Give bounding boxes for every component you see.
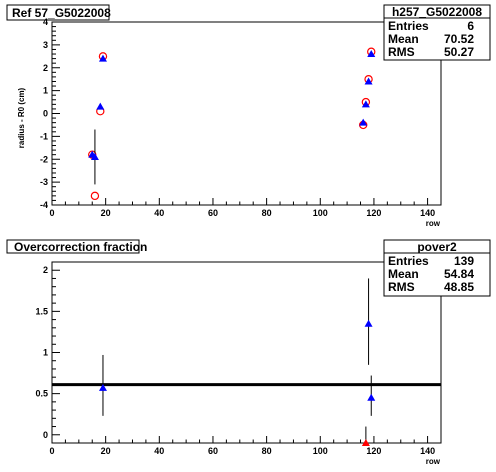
top-chart-axes: 0 20 40 60 80 100 120 140 -4 -3 -2 -1 0 1 2 3 4	[40, 17, 442, 218]
top-chart-panel: Ref 57_G5022008 radius - R0 (cm) row 0 20…	[6, 4, 491, 228]
top-x-tick-label: 40	[154, 208, 164, 218]
top-triangle-point	[96, 102, 105, 110]
top-triangle-point	[90, 152, 99, 160]
bottom-y-tick-label: 1.5	[35, 306, 48, 316]
bottom-x-tick-label: 120	[366, 446, 381, 456]
bottom-chart-marks	[52, 278, 441, 446]
top-chart-xlabel: row	[426, 219, 441, 228]
bottom-x-tick-label: 0	[49, 446, 54, 456]
top-chart-marks	[88, 47, 376, 201]
bottom-y-tick-label: 0	[43, 430, 48, 440]
bottom-y-tick-label: 2	[43, 265, 48, 275]
top-x-tick-label: 100	[313, 208, 328, 218]
bottom-x-tick-label: 100	[313, 446, 328, 456]
top-triangle-point	[367, 50, 376, 58]
bottom-chart-title-box: Overcorrection fraction	[6, 239, 147, 254]
bottom-triangle-point	[361, 439, 370, 446]
bottom-chart-panel: Overcorrection fraction row 0 20 40 60 80 100…	[6, 239, 491, 466]
top-stats-entries-label: Entries	[388, 19, 429, 33]
top-chart-title-box: Ref 57_G5022008	[6, 4, 111, 21]
top-stats-box: h257_G5022008 Entries 6 Mean 70.52 RMS 5…	[383, 4, 491, 61]
top-x-tick-label: 140	[420, 208, 435, 218]
top-plot-frame	[51, 21, 442, 206]
bottom-stats-rms-value: 48.85	[444, 280, 474, 294]
top-stats-mean-label: Mean	[388, 32, 419, 46]
top-x-tick-label: 60	[208, 208, 218, 218]
bottom-stats-name: pover2	[417, 240, 457, 254]
bottom-x-tick-label: 60	[208, 446, 218, 456]
bottom-y-tick-label: 1	[43, 348, 48, 358]
top-y-tick-label: -1	[40, 131, 48, 141]
bottom-y-tick-label: 0.5	[35, 389, 48, 399]
bottom-triangle-point	[98, 383, 107, 391]
top-y-tick-label: -3	[40, 177, 48, 187]
bottom-chart-title: Overcorrection fraction	[14, 240, 147, 254]
top-stats-name: h257_G5022008	[392, 5, 482, 19]
top-stats-rms-value: 50.27	[444, 45, 474, 59]
top-triangle-point	[359, 118, 368, 126]
bottom-x-tick-label: 40	[154, 446, 164, 456]
top-y-tick-label: 4	[43, 17, 48, 27]
bottom-triangle-point	[364, 319, 373, 327]
top-stats-mean-value: 70.52	[444, 32, 474, 46]
top-y-tick-label: 1	[43, 86, 48, 96]
top-y-tick-label: 3	[43, 40, 48, 50]
bottom-x-tick-label: 140	[420, 446, 435, 456]
top-chart-title: Ref 57_G5022008	[12, 6, 111, 20]
top-triangle-point	[98, 54, 107, 62]
top-triangle-point	[361, 100, 370, 108]
bottom-triangle-point	[367, 393, 376, 401]
bottom-x-tick-label: 80	[262, 446, 272, 456]
top-stats-rms-label: RMS	[388, 45, 415, 59]
bottom-x-tick-label: 20	[101, 446, 111, 456]
top-y-tick-label: 0	[43, 109, 48, 119]
top-y-tick-label: -2	[40, 154, 48, 164]
bottom-stats-mean-label: Mean	[388, 267, 419, 281]
top-x-tick-label: 120	[366, 208, 381, 218]
top-chart-ylabel: radius - R0 (cm)	[17, 87, 26, 148]
top-x-tick-label: 0	[49, 208, 54, 218]
bottom-plot-frame	[51, 261, 442, 444]
bottom-stats-box: pover2 Entries 139 Mean 54.84 RMS 48.85	[383, 239, 491, 297]
top-x-tick-label: 80	[262, 208, 272, 218]
bottom-stats-entries-label: Entries	[388, 254, 429, 268]
bottom-stats-entries-value: 139	[454, 254, 474, 268]
top-x-tick-label: 20	[101, 208, 111, 218]
bottom-stats-mean-value: 54.84	[444, 267, 474, 281]
top-triangle-point	[364, 77, 373, 85]
top-stats-entries-value: 6	[467, 19, 474, 33]
top-circle-point	[90, 191, 100, 201]
top-y-tick-label: 2	[43, 63, 48, 73]
bottom-chart-xlabel: row	[426, 457, 441, 466]
bottom-stats-rms-label: RMS	[388, 280, 415, 294]
bottom-chart-axes: 0 20 40 60 80 100 120 140 0 0.5 1 1.5 2	[35, 261, 442, 456]
top-y-tick-label: -4	[40, 200, 48, 210]
